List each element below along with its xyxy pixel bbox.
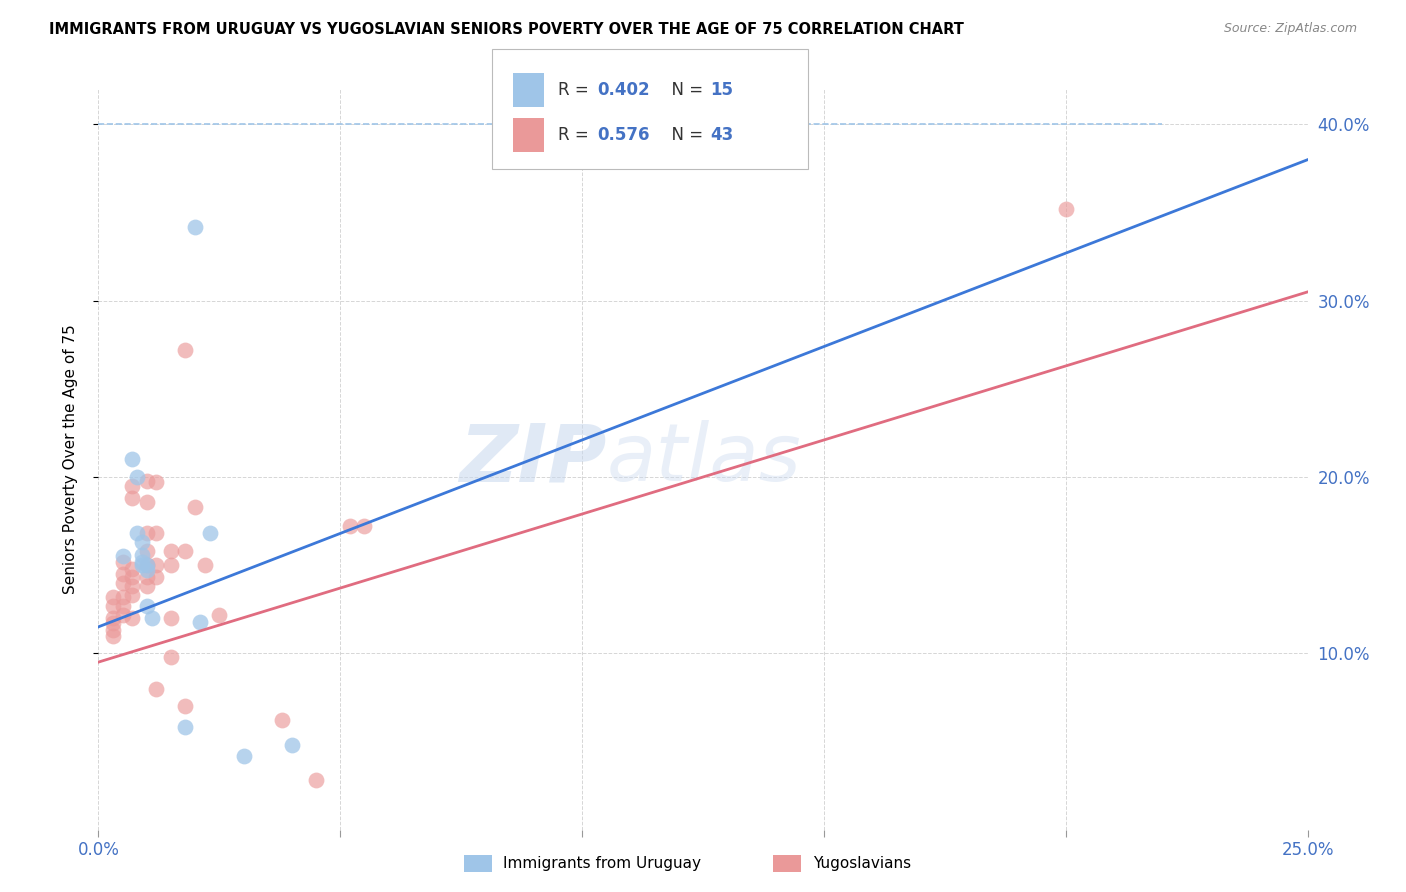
Point: [339, 519, 361, 533]
Point: [111, 566, 134, 581]
Point: [121, 491, 143, 505]
Point: [281, 738, 304, 752]
Point: [135, 558, 157, 573]
Point: [127, 470, 149, 484]
Text: IMMIGRANTS FROM URUGUAY VS YUGOSLAVIAN SENIORS POVERTY OVER THE AGE OF 75 CORREL: IMMIGRANTS FROM URUGUAY VS YUGOSLAVIAN S…: [49, 22, 965, 37]
Point: [160, 558, 183, 573]
Point: [101, 611, 124, 625]
Point: [145, 558, 167, 573]
Point: [305, 773, 328, 788]
Point: [121, 611, 143, 625]
Point: [135, 526, 157, 541]
Text: N =: N =: [661, 81, 709, 99]
Text: 0.402: 0.402: [598, 81, 650, 99]
Point: [111, 607, 134, 622]
Point: [160, 611, 183, 625]
Text: Source: ZipAtlas.com: Source: ZipAtlas.com: [1223, 22, 1357, 36]
Point: [232, 748, 254, 763]
Point: [174, 699, 197, 714]
Point: [174, 343, 197, 357]
Point: [121, 579, 143, 593]
Text: 0.576: 0.576: [598, 126, 650, 144]
Text: 15: 15: [710, 81, 733, 99]
Point: [111, 599, 134, 613]
Point: [145, 475, 167, 490]
Text: Yugoslavians: Yugoslavians: [813, 856, 911, 871]
Point: [1054, 202, 1077, 216]
Point: [111, 555, 134, 569]
Point: [121, 479, 143, 493]
Point: [131, 558, 153, 573]
Point: [121, 562, 143, 576]
Point: [121, 588, 143, 602]
Point: [111, 590, 134, 604]
Point: [188, 615, 211, 629]
Point: [135, 544, 157, 558]
Point: [145, 570, 167, 584]
Point: [135, 599, 157, 613]
Point: [208, 607, 231, 622]
Point: [131, 548, 153, 562]
Text: R =: R =: [558, 126, 595, 144]
Point: [174, 544, 197, 558]
Point: [184, 500, 207, 514]
Text: 43: 43: [710, 126, 734, 144]
Point: [184, 219, 207, 234]
Point: [111, 549, 134, 564]
Point: [101, 629, 124, 643]
Point: [145, 526, 167, 541]
Y-axis label: Seniors Poverty Over the Age of 75: Seniors Poverty Over the Age of 75: [63, 325, 77, 594]
Text: Immigrants from Uruguay: Immigrants from Uruguay: [503, 856, 702, 871]
Point: [160, 649, 183, 664]
Text: R =: R =: [558, 81, 595, 99]
Point: [353, 519, 375, 533]
Point: [101, 599, 124, 613]
Point: [145, 681, 167, 696]
Text: N =: N =: [661, 126, 709, 144]
Point: [135, 579, 157, 593]
Point: [135, 474, 157, 488]
Point: [101, 590, 124, 604]
Text: ZIP: ZIP: [458, 420, 606, 499]
Point: [135, 494, 157, 508]
Point: [121, 452, 143, 467]
Point: [141, 611, 163, 625]
Point: [194, 558, 217, 573]
Point: [160, 544, 183, 558]
Point: [131, 535, 153, 549]
Point: [271, 713, 294, 727]
Point: [127, 526, 149, 541]
Point: [174, 720, 197, 734]
Point: [135, 558, 157, 573]
Point: [198, 526, 221, 541]
Point: [135, 564, 157, 578]
Point: [121, 570, 143, 584]
Point: [101, 616, 124, 631]
Point: [135, 570, 157, 584]
Point: [131, 555, 153, 569]
Point: [111, 575, 134, 590]
Text: atlas: atlas: [606, 420, 801, 499]
Point: [101, 624, 124, 638]
